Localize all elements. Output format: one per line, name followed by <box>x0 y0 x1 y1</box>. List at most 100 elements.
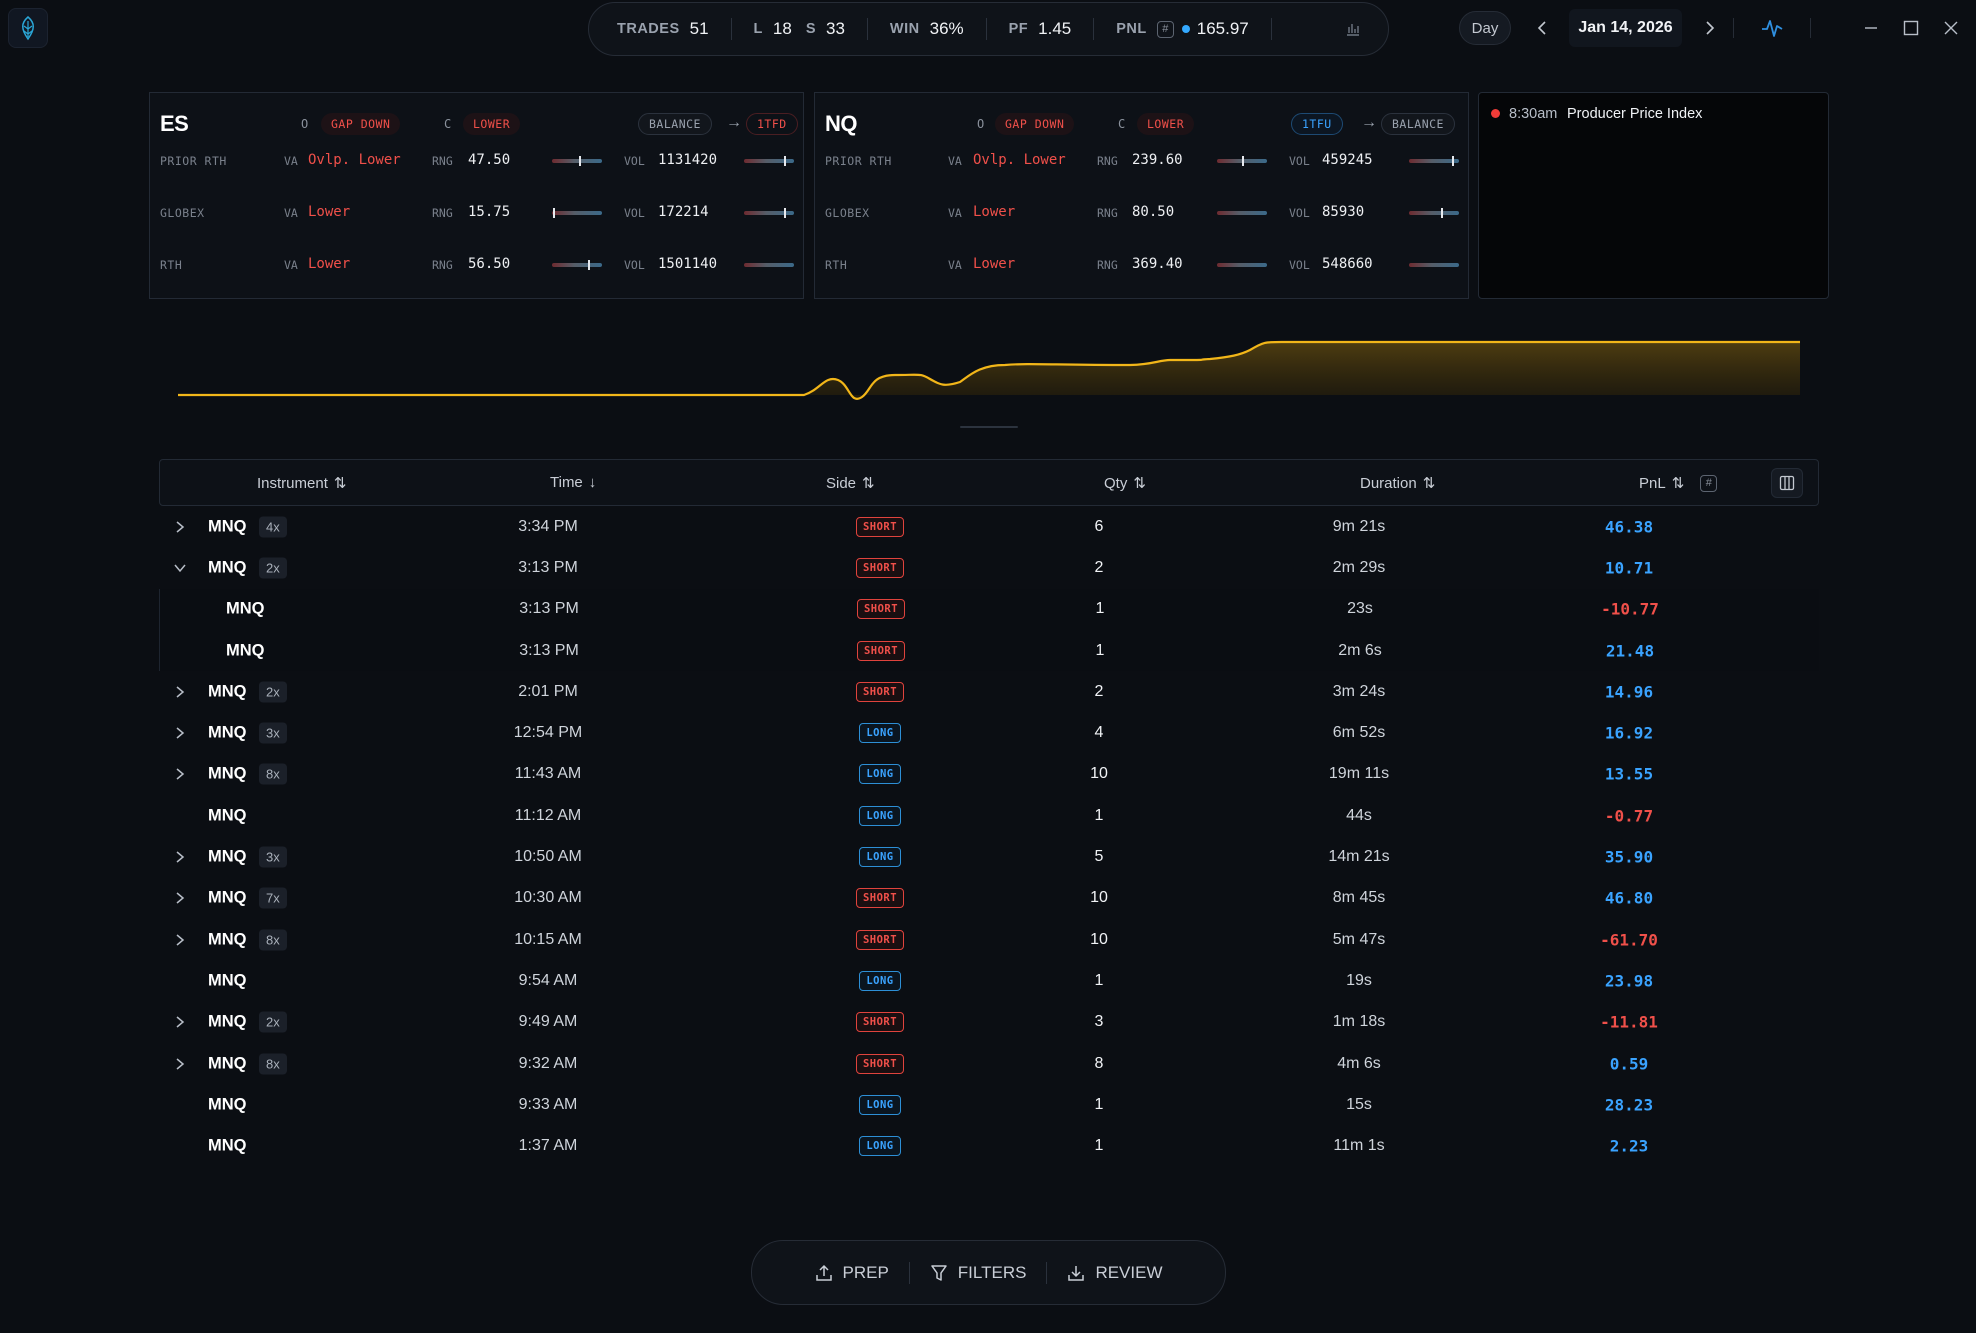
chevron-right-icon[interactable] <box>173 726 187 740</box>
maximize-icon[interactable] <box>1897 14 1925 42</box>
pnl-label: PNL <box>1116 21 1147 37</box>
instrument-cell: MNQ <box>208 1095 247 1114</box>
side-badge: LONG <box>859 847 901 868</box>
qty-cell: 3 <box>1094 1013 1104 1031</box>
table-row[interactable]: MNQ 3x 12:54 PM LONG 4 6m 52s 16.92 <box>159 712 1819 753</box>
volume-bar <box>744 208 794 218</box>
app-logo[interactable] <box>8 8 48 48</box>
upload-icon <box>815 1264 832 1281</box>
chevron-right-icon[interactable] <box>173 933 187 947</box>
period-select-button[interactable]: Day <box>1459 11 1511 45</box>
chevron-right-icon[interactable] <box>173 891 187 905</box>
side-badge: SHORT <box>855 888 905 909</box>
side-badge: LONG <box>859 970 901 991</box>
table-row[interactable]: MNQ 2x 3:13 PM SHORT 2 2m 29s 10.71 <box>159 547 1819 588</box>
table-row[interactable]: MNQ 2x 9:49 AM SHORT 3 1m 18s -11.81 <box>159 1002 1819 1043</box>
volume-bar <box>744 156 794 166</box>
next-date-button[interactable] <box>1699 14 1721 42</box>
duration-cell: 5m 47s <box>1332 930 1386 948</box>
side-badge: SHORT <box>855 1053 905 1074</box>
chevron-left-icon <box>1537 21 1546 35</box>
va-label: VA <box>284 206 298 220</box>
table-row[interactable]: MNQ 1:37 AM LONG 1 11m 1s 2.23 <box>159 1125 1819 1166</box>
vol-label: VOL <box>1289 258 1310 272</box>
review-button[interactable]: REVIEW <box>1047 1263 1182 1283</box>
from-state-tag: BALANCE <box>638 113 712 135</box>
pnl-cell: 23.98 <box>1604 971 1654 991</box>
col-header-side[interactable]: Side ⇅ <box>826 474 875 493</box>
table-row[interactable]: MNQ 7x 10:30 AM SHORT 10 8m 45s 46.80 <box>159 878 1819 919</box>
table-row[interactable]: MNQ 8x 10:15 AM SHORT 10 5m 47s -61.70 <box>159 919 1819 960</box>
rng-label: RNG <box>432 206 453 220</box>
columns-toggle-button[interactable] <box>1771 468 1803 498</box>
activity-pulse-icon[interactable] <box>1760 16 1784 45</box>
time-cell: 3:13 PM <box>519 641 579 659</box>
hash-icon[interactable]: # <box>1700 474 1718 492</box>
chevron-right-icon[interactable] <box>173 520 187 534</box>
es-market-panel: ES O GAP DOWN C LOWER BALANCE → 1TFD PRI… <box>149 92 804 299</box>
hash-icon[interactable]: # <box>1156 20 1174 38</box>
resize-handle[interactable] <box>960 426 1018 428</box>
qty-cell: 1 <box>1094 1095 1104 1113</box>
child-trade-row[interactable]: MNQ 3:13 PM SHORT 1 2m 6s 21.48 <box>159 629 1819 672</box>
qty-cell: 1 <box>1094 971 1104 989</box>
chevron-right-icon[interactable] <box>173 1057 187 1071</box>
table-row[interactable]: MNQ 2x 2:01 PM SHORT 2 3m 24s 14.96 <box>159 671 1819 712</box>
duration-cell: 1m 18s <box>1332 1013 1386 1031</box>
col-header-pnl[interactable]: PnL ⇅ # <box>1639 474 1725 492</box>
bottom-toolbar: PREP FILTERS REVIEW <box>751 1240 1226 1305</box>
col-header-duration[interactable]: Duration ⇅ <box>1360 474 1435 493</box>
rng-value: 80.50 <box>1132 204 1175 220</box>
table-row[interactable]: MNQ 8x 11:43 AM LONG 10 19m 11s 13.55 <box>159 754 1819 795</box>
table-row[interactable]: MNQ 4x 3:34 PM SHORT 6 9m 21s 46.38 <box>159 506 1819 547</box>
filters-button[interactable]: FILTERS <box>910 1263 1047 1283</box>
vol-value: 459245 <box>1322 152 1373 168</box>
table-row[interactable]: MNQ 9:54 AM LONG 1 19s 23.98 <box>159 960 1819 1001</box>
chevron-right-icon[interactable] <box>173 767 187 781</box>
instrument-cell: MNQ <box>208 930 247 949</box>
prep-button[interactable]: PREP <box>795 1263 909 1283</box>
prev-date-button[interactable] <box>1531 14 1553 42</box>
rng-label: RNG <box>432 258 453 272</box>
duration-cell: 2m 6s <box>1338 641 1382 659</box>
va-value: Lower <box>973 256 1016 272</box>
side-cell: SHORT <box>820 1012 940 1033</box>
date-picker[interactable]: Jan 14, 2026 <box>1569 9 1682 47</box>
fill-count-badge: 4x <box>259 516 287 538</box>
time-cell: 9:49 AM <box>518 1013 578 1031</box>
side-badge: SHORT <box>855 929 905 950</box>
pnl-cell: 0.59 <box>1609 1054 1649 1073</box>
table-row[interactable]: MNQ 11:12 AM LONG 1 44s -0.77 <box>159 795 1819 836</box>
time-cell: 10:30 AM <box>514 889 582 907</box>
pnl-cell: 16.92 <box>1604 723 1654 743</box>
duration-cell: 15s <box>1346 1095 1372 1113</box>
news-title[interactable]: Producer Price Index <box>1567 106 1703 122</box>
col-header-instrument[interactable]: Instrument ⇅ <box>257 474 346 493</box>
va-label: VA <box>284 258 298 272</box>
table-row[interactable]: MNQ 8x 9:32 AM SHORT 8 4m 6s 0.59 <box>159 1043 1819 1084</box>
row-label: RTH <box>825 258 848 272</box>
va-value: Lower <box>308 204 351 220</box>
table-row[interactable]: MNQ 9:33 AM LONG 1 15s 28.23 <box>159 1084 1819 1125</box>
minimize-icon[interactable] <box>1857 14 1885 42</box>
chevron-right-icon[interactable] <box>173 685 187 699</box>
child-trade-row[interactable]: MNQ 3:13 PM SHORT 1 23s -10.77 <box>159 588 1819 630</box>
row-label: RTH <box>160 258 183 272</box>
transition-arrow-icon: → <box>1361 114 1377 131</box>
bar-chart-icon[interactable] <box>1336 12 1370 46</box>
col-header-label: Time <box>550 474 583 491</box>
duration-cell: 6m 52s <box>1332 724 1386 742</box>
col-header-qty[interactable]: Qty ⇅ <box>1104 474 1146 493</box>
side-cell: LONG <box>820 847 940 868</box>
chevron-right-icon[interactable] <box>173 1015 187 1029</box>
chevron-down-icon[interactable] <box>173 561 187 575</box>
close-icon[interactable] <box>1937 14 1965 42</box>
chevron-right-icon[interactable] <box>173 850 187 864</box>
row-label: GLOBEX <box>825 206 870 220</box>
col-header-time[interactable]: Time ↓ <box>550 474 596 491</box>
sort-icon: ⇅ <box>1671 475 1685 492</box>
table-row[interactable]: MNQ 3x 10:50 AM LONG 5 14m 21s 35.90 <box>159 836 1819 877</box>
time-cell: 1:37 AM <box>518 1137 578 1155</box>
close-label: C <box>1118 117 1126 131</box>
pnl-cell: 46.80 <box>1604 888 1654 908</box>
